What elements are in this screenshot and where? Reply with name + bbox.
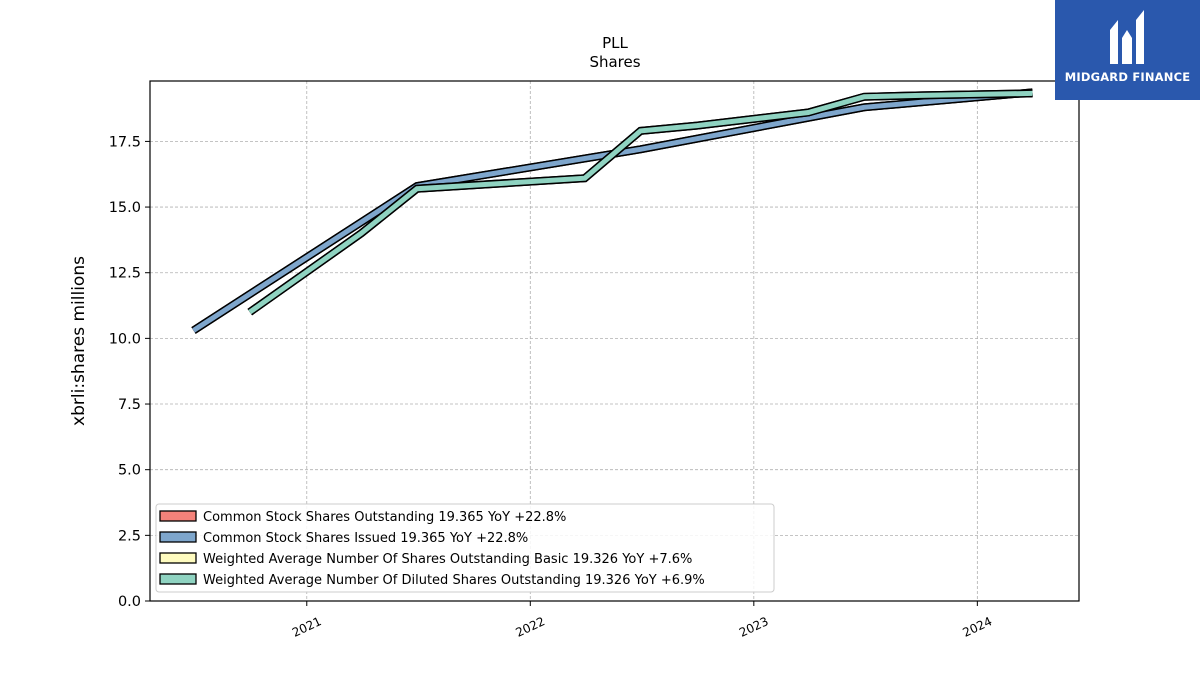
series-line-2 — [191, 88, 1033, 334]
plot-frame — [149, 80, 1080, 602]
y-tick-label: 7.5 — [118, 397, 141, 413]
chart-title: PLL — [602, 34, 628, 52]
legend-swatch-3 — [159, 552, 197, 564]
legend-swatch-2 — [159, 531, 197, 543]
y-tick-label: 10.0 — [109, 331, 141, 347]
legend-swatch-1 — [159, 510, 197, 522]
logo-text: MIDGARD FINANCE — [1064, 70, 1191, 84]
x-tick-label: 2023 — [737, 614, 771, 640]
series-layer — [191, 88, 1033, 334]
y-tick-label: 17.5 — [109, 134, 141, 150]
series-line-3 — [247, 89, 1033, 316]
legend-label-3: Weighted Average Number Of Shares Outsta… — [203, 552, 692, 567]
midgard-logo-icon — [1110, 10, 1144, 64]
y-axis-label: xbrli:shares millions — [69, 256, 89, 426]
y-tick-label: 12.5 — [109, 266, 141, 282]
legend: Common Stock Shares Outstanding 19.365 Y… — [155, 503, 775, 593]
y-tick-label: 2.5 — [118, 528, 141, 544]
midgard-finance-logo: MIDGARD FINANCE — [1055, 0, 1200, 100]
y-tick-label: 5.0 — [118, 463, 141, 479]
series-line-1 — [191, 88, 1033, 334]
legend-box — [155, 503, 775, 593]
x-tick-label: 2024 — [961, 614, 995, 640]
x-tick-label: 2021 — [290, 614, 324, 640]
legend-swatch-4 — [159, 573, 197, 585]
y-axis: 0.0 2.5 5.0 7.5 10.0 12.5 15.0 17.5 — [109, 134, 150, 610]
x-axis: 2021 2022 2023 2024 — [290, 601, 994, 640]
legend-label-4: Weighted Average Number Of Diluted Share… — [203, 573, 705, 588]
x-tick-label: 2022 — [513, 614, 547, 640]
y-tick-label: 0.0 — [118, 594, 141, 610]
legend-label-2: Common Stock Shares Issued 19.365 YoY +2… — [203, 531, 528, 546]
series-line-4 — [247, 89, 1033, 316]
y-tick-label: 15.0 — [109, 200, 141, 216]
legend-label-1: Common Stock Shares Outstanding 19.365 Y… — [203, 510, 566, 525]
chart-subtitle: Shares — [589, 53, 640, 71]
